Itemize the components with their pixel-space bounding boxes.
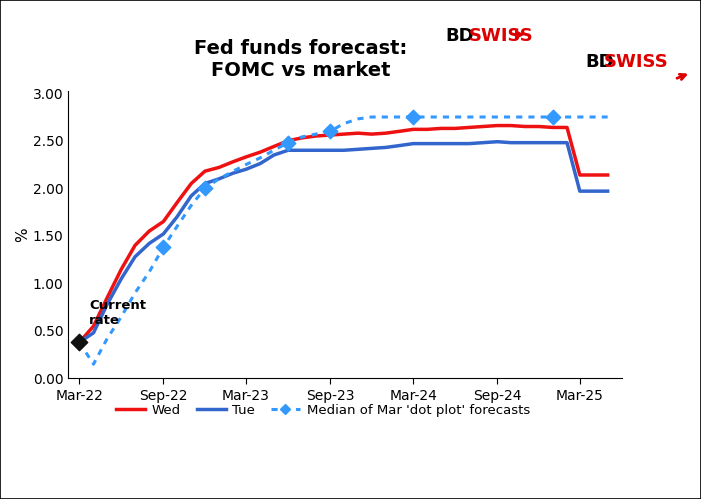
Text: Fed funds forecast:
FOMC vs market: Fed funds forecast: FOMC vs market bbox=[194, 39, 407, 80]
Point bbox=[547, 113, 559, 121]
Text: BD: BD bbox=[445, 27, 474, 45]
Text: BD: BD bbox=[585, 53, 613, 71]
Text: ▶: ▶ bbox=[515, 27, 525, 40]
Text: Current
rate: Current rate bbox=[89, 299, 146, 327]
Point bbox=[74, 338, 85, 346]
Point bbox=[74, 338, 85, 346]
Text: SWISS: SWISS bbox=[604, 53, 669, 71]
Legend: Wed, Tue, Median of Mar 'dot plot' forecasts: Wed, Tue, Median of Mar 'dot plot' forec… bbox=[111, 399, 535, 422]
Point bbox=[407, 113, 418, 121]
Text: SWISS: SWISS bbox=[468, 27, 533, 45]
Point bbox=[199, 184, 210, 192]
Y-axis label: %: % bbox=[15, 228, 30, 242]
Point bbox=[158, 243, 169, 251]
Point bbox=[325, 127, 336, 135]
Point bbox=[283, 139, 294, 147]
